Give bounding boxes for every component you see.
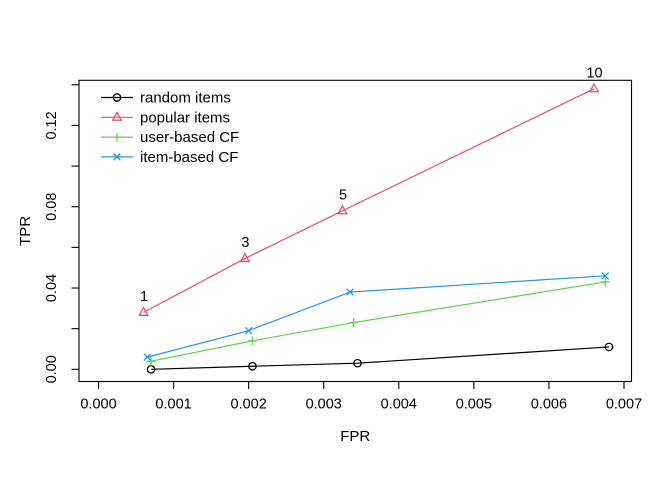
- marker-circle-open: [112, 93, 122, 102]
- series-line: [150, 281, 606, 362]
- marker-circle-open: [604, 342, 614, 352]
- x-tick-label: 0.001: [155, 397, 191, 413]
- marker-plus: [112, 132, 122, 142]
- legend-item-user-based-cf: user-based CF: [101, 129, 239, 146]
- y-tick-label: 0.12: [44, 111, 60, 139]
- point-label: 10: [586, 65, 602, 81]
- legend-item-random-items: random items: [101, 90, 231, 107]
- x-tick-label: 0.007: [606, 397, 642, 413]
- y-tick-label: 0.08: [44, 193, 60, 221]
- series-line: [147, 275, 606, 358]
- legend-label: item-based CF: [140, 149, 238, 166]
- marker-cross: [346, 288, 354, 296]
- x-tick-label: 0.003: [306, 397, 342, 413]
- point-label: 3: [241, 235, 249, 251]
- point-label: 5: [339, 187, 347, 203]
- marker-cross: [113, 153, 121, 161]
- marker-cross: [601, 271, 610, 280]
- series-item-based-cf: [143, 271, 610, 361]
- y-axis-title: TPR: [17, 216, 34, 246]
- series-line: [151, 346, 610, 370]
- y-tick-label: 0.04: [44, 274, 60, 302]
- x-tick-label: 0.004: [381, 397, 417, 413]
- x-tick-label: 0.006: [531, 397, 567, 413]
- x-tick-label: 0.000: [80, 397, 116, 413]
- series-popular-items: 1 3 5 10: [138, 65, 603, 316]
- legend-label: user-based CF: [140, 129, 239, 146]
- marker-cross: [244, 326, 253, 335]
- marker-triangle-open: [138, 306, 149, 316]
- marker-triangle-open: [111, 111, 123, 121]
- series-user-based-cf: [146, 277, 610, 366]
- legend-item-item-based-cf: item-based CF: [101, 149, 238, 166]
- legend: random items popular items user-based CF it…: [101, 90, 239, 166]
- marker-circle-open: [248, 361, 257, 371]
- series-random-items: [146, 342, 614, 374]
- marker-plus: [146, 356, 156, 366]
- series-line: [143, 88, 595, 313]
- legend-label: popular items: [140, 109, 230, 126]
- marker-plus: [349, 318, 359, 328]
- legend-item-popular-items: popular items: [101, 109, 230, 126]
- marker-triangle-open: [588, 82, 600, 93]
- x-axis-title: FPR: [340, 428, 370, 445]
- point-label: 1: [140, 289, 148, 305]
- marker-plus: [247, 336, 257, 346]
- marker-cross: [143, 353, 152, 361]
- marker-triangle-open: [337, 204, 348, 215]
- legend-label: random items: [140, 90, 231, 107]
- marker-triangle-open: [239, 252, 251, 263]
- marker-plus: [600, 277, 610, 287]
- axes: 0.000 0.001 0.002 0.003 0.004 0.005 0.006 0.007…: [17, 84, 642, 445]
- plot-box: [78, 79, 633, 383]
- x-tick-label: 0.002: [231, 397, 267, 413]
- y-tick-label: 0.00: [44, 355, 60, 383]
- marker-circle-open: [353, 358, 362, 368]
- x-tick-label: 0.005: [456, 397, 492, 413]
